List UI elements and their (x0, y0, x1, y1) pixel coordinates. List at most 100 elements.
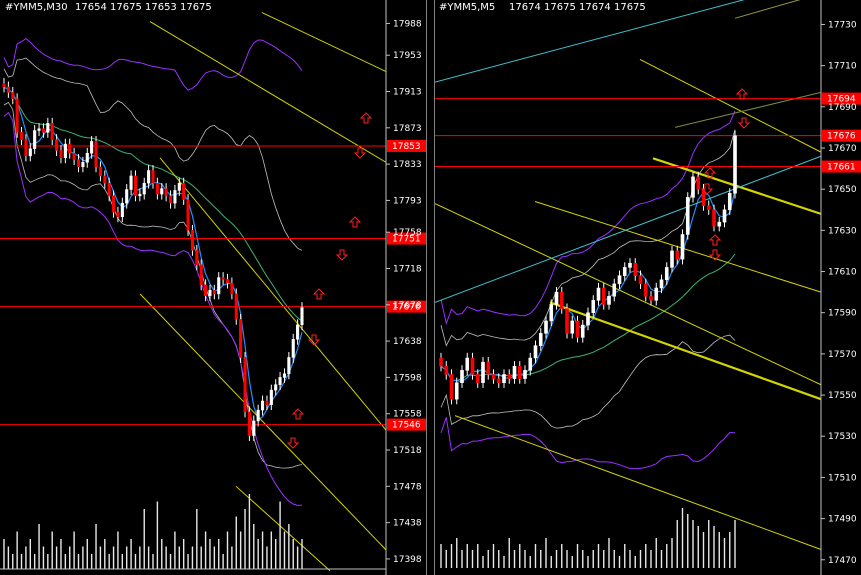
candle-bullish (81, 162, 85, 168)
level-price-tag (387, 139, 426, 152)
candle-bullish (125, 189, 129, 204)
level-price-label: 17661 (827, 163, 856, 173)
candle-bullish (177, 182, 181, 191)
candle-bullish (142, 182, 146, 195)
level-price-label: 17546 (392, 421, 421, 431)
trend-channel-line (159, 157, 387, 431)
candle-bearish (475, 374, 480, 383)
candle-bullish (282, 373, 287, 378)
candle-bullish (63, 143, 67, 159)
candle-bearish (15, 98, 19, 133)
candle-bearish (164, 188, 168, 197)
candle-bullish (454, 382, 459, 400)
candle-bullish (591, 300, 596, 313)
trend-channel-line (235, 485, 331, 572)
candle-bullish (28, 148, 32, 157)
candle-bearish (559, 291, 564, 309)
candle-bullish (502, 374, 506, 383)
candle-bearish (199, 264, 203, 286)
candle-bearish (212, 290, 216, 295)
y-tick-label: 17590 (828, 309, 857, 319)
y-tick-label: 17730 (828, 20, 857, 30)
bollinger-lower-line (440, 334, 736, 429)
level-price-tag (387, 418, 426, 431)
candle-bullish (460, 370, 464, 383)
candle-bearish (444, 365, 449, 375)
level-price-label: 17676 (392, 303, 421, 313)
candle-bullish (261, 400, 265, 411)
chart-m5-ohlc: 17674 17675 17674 17675 (509, 2, 646, 13)
trend-channel-line (639, 59, 822, 153)
y-tick-label: 17953 (393, 51, 422, 61)
y-tick-label: 17913 (393, 88, 422, 98)
candle-bearish (182, 182, 186, 200)
candle-bullish (300, 307, 304, 326)
candle-bullish (138, 193, 142, 197)
up-arrow-icon (348, 216, 362, 228)
candle-bearish (265, 400, 269, 405)
y-tick-label: 17650 (828, 185, 857, 195)
y-tick-label: 17550 (828, 391, 857, 401)
down-arrow-icon (737, 117, 751, 129)
candle-bearish (50, 123, 54, 140)
trend-channel-line (435, 203, 822, 386)
chart-m30-ohlc: 17654 17675 17653 17675 (75, 2, 212, 13)
candle-bearish (712, 209, 716, 227)
candle-bullish (252, 420, 256, 436)
candle-bullish (173, 190, 177, 204)
level-price-label: 17853 (392, 142, 421, 152)
chart-m30-symbol: #YMM5,M30 (5, 2, 68, 13)
candle-bearish (470, 357, 475, 375)
candle-bearish (643, 283, 648, 297)
trend-channel-line (652, 157, 822, 215)
candle-bullish (664, 267, 669, 281)
y-tick-label: 17570 (828, 350, 857, 360)
candle-bearish (601, 287, 606, 305)
candle-bullish (90, 141, 94, 154)
candle-bullish (654, 287, 659, 301)
up-arrow-icon (291, 408, 305, 420)
y-tick-label: 17638 (393, 337, 422, 347)
y-tick-label: 17518 (393, 446, 422, 456)
chart-m30: 17853 17751 17676 17546 #YMM5,M30 17654 176… (0, 0, 426, 575)
candle-bullish (544, 320, 548, 334)
chart-splitter[interactable] (426, 0, 435, 575)
candle-bullish (528, 357, 533, 371)
candle-bullish (120, 202, 124, 218)
candle-bullish (617, 275, 622, 285)
candle-bullish (586, 312, 590, 326)
up-arrow-icon (708, 234, 722, 246)
candle-bearish (675, 250, 680, 260)
candle-bearish (247, 411, 251, 436)
candle-bearish (168, 195, 173, 204)
y-tick-label: 17630 (828, 226, 857, 236)
level-price-tag (822, 160, 861, 173)
candle-bearish (107, 182, 111, 197)
candle-bearish (243, 357, 247, 413)
candle-bearish (221, 277, 225, 280)
y-tick-label: 17670 (828, 144, 857, 154)
candle-bearish (186, 199, 190, 231)
candle-bullish (217, 277, 221, 295)
y-tick-label: 17558 (393, 410, 422, 420)
candle-bearish (486, 361, 491, 375)
candle-bearish (190, 230, 194, 251)
level-price-label: 17751 (392, 235, 421, 245)
candle-bearish (112, 195, 116, 213)
level-price-label: 17676 (827, 132, 856, 142)
candle-bearish (439, 357, 443, 367)
candle-bullish (512, 365, 517, 379)
candle-bearish (565, 308, 569, 334)
candle-bearish (103, 175, 107, 184)
up-arrow-icon (703, 167, 717, 179)
candle-bullish (607, 295, 611, 305)
trend-channel-line (435, 155, 822, 303)
y-tick-label: 17758 (393, 228, 422, 238)
candle-bearish (41, 128, 45, 133)
y-tick-label: 17598 (393, 373, 422, 383)
candle-bearish (491, 374, 496, 379)
candle-bullish (37, 128, 41, 131)
candle-bullish (659, 279, 664, 289)
y-tick-label: 17470 (828, 556, 857, 566)
candle-bearish (68, 143, 72, 154)
